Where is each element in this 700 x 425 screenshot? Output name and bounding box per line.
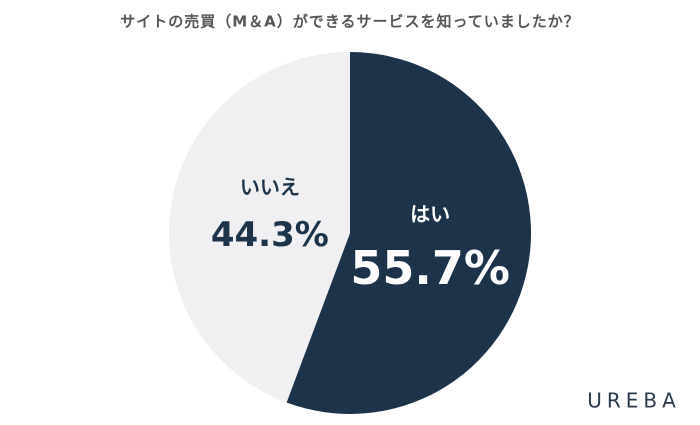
pie: はい 55.7% いいえ 44.3% [168, 52, 531, 414]
pie-slice [286, 52, 531, 414]
pie-slice [168, 52, 350, 403]
chart-title: サイトの売買（M＆A）ができるサービスを知っていましたか？ [120, 13, 580, 31]
value-label: 44.3% [211, 215, 329, 255]
slice-label: いいえ [240, 175, 300, 199]
value-label: 55.7% [350, 241, 510, 295]
logo: UREBA [587, 389, 681, 413]
slice-label: はい [410, 202, 450, 226]
